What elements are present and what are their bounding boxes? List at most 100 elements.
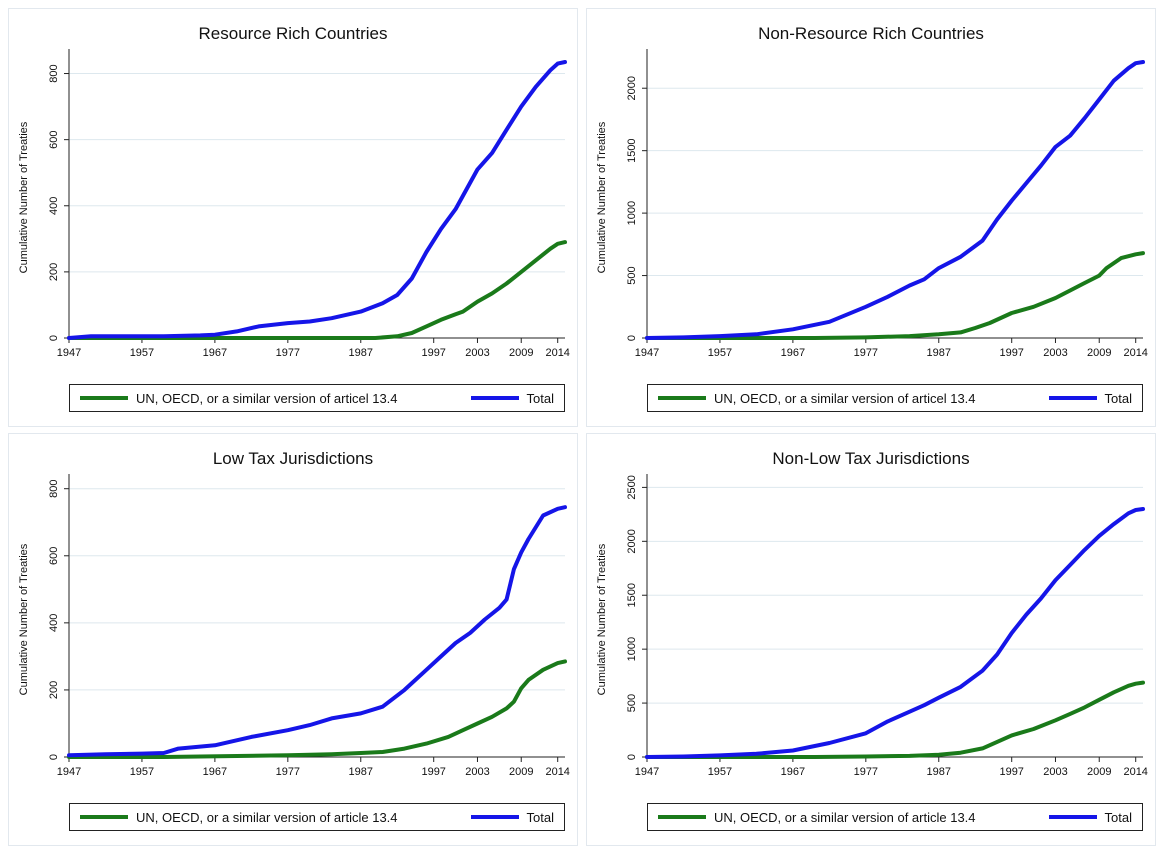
x-tick-label: 1977	[854, 347, 878, 359]
y-tick-label: 1000	[626, 201, 638, 225]
chart-title: Resource Rich Countries	[199, 24, 388, 43]
x-tick-label: 1977	[854, 766, 878, 778]
x-tick-label: 1947	[635, 347, 659, 359]
x-tick-label: 1997	[999, 766, 1023, 778]
chart-title: Low Tax Jurisdictions	[213, 449, 373, 468]
chart-title: Non-Resource Rich Countries	[758, 24, 984, 43]
x-tick-label: 2003	[1043, 766, 1067, 778]
y-tick-label: 600	[48, 130, 60, 148]
chart-legend: UN, OECD, or a similar version of articl…	[69, 803, 565, 831]
y-axis-label: Cumulative Number of Treaties	[596, 121, 608, 273]
x-tick-label: 2009	[1087, 347, 1111, 359]
y-tick-label: 0	[626, 754, 638, 760]
x-tick-label: 1987	[349, 347, 373, 359]
x-tick-label: 1967	[203, 766, 227, 778]
x-tick-label: 2003	[465, 347, 489, 359]
chart-panel-low-tax: Low Tax Jurisdictions 0 200 400 600 800 Cumula…	[8, 433, 578, 846]
x-tick-label: 1957	[708, 347, 732, 359]
series-line-total	[645, 507, 1145, 759]
x-tick-label: 2014	[1123, 347, 1147, 359]
legend-swatch	[1048, 815, 1097, 819]
series-line-article-13-4	[67, 240, 567, 340]
y-tick-label: 200	[48, 263, 60, 281]
legend-swatch	[80, 396, 128, 400]
y-tick-label: 800	[48, 64, 60, 82]
x-tick-label: 1967	[781, 347, 805, 359]
y-axis-label: Cumulative Number of Treaties	[18, 121, 30, 273]
x-tick-label: 1947	[57, 347, 81, 359]
x-tick-label: 2014	[545, 766, 569, 778]
series-line-total	[67, 505, 567, 758]
series-line-total	[67, 60, 567, 340]
y-tick-label: 800	[48, 480, 60, 498]
y-axis-label: Cumulative Number of Treaties	[18, 543, 30, 695]
x-tick-label: 1987	[927, 766, 951, 778]
chart-panel-non-resource-rich: Non-Resource Rich Countries 0 500 1000 1500 2…	[586, 8, 1156, 427]
y-tick-label: 0	[48, 754, 60, 760]
x-tick-label: 1997	[421, 766, 445, 778]
x-tick-label: 1967	[203, 347, 227, 359]
y-tick-label: 0	[626, 335, 638, 341]
x-tick-label: 1947	[635, 766, 659, 778]
series-line-article-13-4	[645, 680, 1145, 759]
series-line-article-13-4	[645, 251, 1145, 340]
y-tick-label: 0	[48, 335, 60, 341]
legend-label: UN, OECD, or a similar version of artice…	[714, 390, 976, 406]
legend-label: Total	[526, 390, 554, 406]
chart-panel-non-low-tax: Non-Low Tax Jurisdictions 0 500 1000 1500 200…	[586, 433, 1156, 846]
legend-swatch	[658, 396, 706, 400]
chart-svg: Resource Rich Countries 0 200 400 600 800 Cumu…	[18, 24, 570, 359]
y-axis-label: Cumulative Number of Treaties	[596, 543, 608, 695]
y-tick-label: 200	[48, 681, 60, 699]
x-tick-label: 2009	[1087, 766, 1111, 778]
x-tick-label: 1987	[927, 347, 951, 359]
x-tick-label: 1977	[276, 766, 300, 778]
legend-label: Total	[1104, 390, 1132, 406]
x-tick-label: 1977	[276, 347, 300, 359]
chart-panel-resource-rich: Resource Rich Countries 0 200 400 600 800 Cumu…	[8, 8, 578, 427]
x-tick-label: 2009	[509, 347, 533, 359]
y-tick-label: 1500	[626, 583, 638, 607]
x-tick-label: 1967	[781, 766, 805, 778]
x-tick-label: 1997	[999, 347, 1023, 359]
legend-swatch	[470, 815, 519, 819]
chart-svg: Non-Resource Rich Countries 0 500 1000 1500 2…	[596, 24, 1148, 359]
x-tick-label: 1957	[130, 766, 154, 778]
x-tick-label: 2009	[509, 766, 533, 778]
x-tick-label: 1987	[349, 766, 373, 778]
y-tick-label: 1500	[626, 138, 638, 162]
y-tick-label: 2000	[626, 529, 638, 553]
chart-legend: UN, OECD, or a similar version of articl…	[647, 803, 1143, 831]
chart-title: Non-Low Tax Jurisdictions	[772, 449, 969, 468]
y-tick-label: 400	[48, 197, 60, 215]
y-tick-label: 500	[626, 266, 638, 284]
legend-label: Total	[526, 809, 554, 825]
chart-legend: UN, OECD, or a similar version of artice…	[647, 384, 1143, 412]
x-tick-label: 2014	[1123, 766, 1147, 778]
x-tick-label: 2003	[1043, 347, 1067, 359]
y-tick-label: 1000	[626, 637, 638, 661]
y-tick-label: 400	[48, 614, 60, 632]
legend-label: UN, OECD, or a similar version of artice…	[136, 390, 398, 406]
legend-swatch	[658, 815, 706, 819]
y-tick-label: 500	[626, 694, 638, 712]
chart-svg: Low Tax Jurisdictions 0 200 400 600 800 Cumula…	[18, 449, 570, 778]
legend-label: Total	[1104, 809, 1132, 825]
x-tick-label: 1957	[708, 766, 732, 778]
legend-label: UN, OECD, or a similar version of articl…	[136, 809, 398, 825]
x-tick-label: 1947	[57, 766, 81, 778]
legend-swatch	[80, 815, 128, 819]
legend-swatch	[1048, 396, 1097, 400]
legend-swatch	[470, 396, 519, 400]
legend-label: UN, OECD, or a similar version of articl…	[714, 809, 976, 825]
y-tick-label: 2500	[626, 475, 638, 499]
y-tick-label: 600	[48, 547, 60, 565]
series-line-total	[645, 60, 1145, 340]
chart-legend: UN, OECD, or a similar version of artice…	[69, 384, 565, 412]
series-line-article-13-4	[67, 659, 567, 759]
x-tick-label: 1957	[130, 347, 154, 359]
x-tick-label: 1997	[421, 347, 445, 359]
x-tick-label: 2014	[545, 347, 569, 359]
chart-svg: Non-Low Tax Jurisdictions 0 500 1000 1500 200…	[596, 449, 1148, 778]
y-tick-label: 2000	[626, 76, 638, 100]
